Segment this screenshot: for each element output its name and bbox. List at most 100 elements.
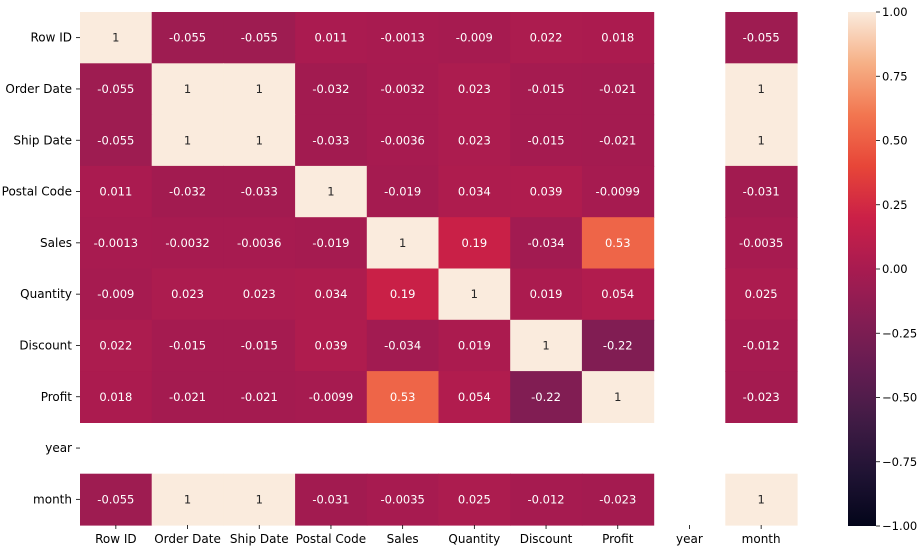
heatmap-cell bbox=[510, 268, 583, 321]
cell-annotation: -0.015 bbox=[528, 133, 565, 147]
cell-annotation: -0.032 bbox=[169, 185, 206, 199]
heatmap-cell bbox=[438, 371, 511, 423]
cell-annotation: -0.021 bbox=[599, 82, 636, 96]
x-tick-label: Quantity bbox=[448, 532, 500, 546]
heatmap-cell bbox=[581, 114, 655, 167]
heatmap-cell bbox=[151, 217, 224, 270]
cell-annotation: -0.055 bbox=[169, 31, 206, 45]
heatmap-cell bbox=[438, 12, 511, 64]
cell-annotation: 1 bbox=[112, 31, 119, 45]
cell-annotation: -0.012 bbox=[528, 492, 565, 506]
heatmap-cell bbox=[151, 63, 224, 116]
heatmap-cell bbox=[366, 268, 440, 321]
heatmap-cell bbox=[725, 319, 798, 372]
heatmap-cell bbox=[366, 63, 440, 116]
heatmap-cell bbox=[295, 165, 368, 218]
heatmap-cell bbox=[438, 114, 511, 167]
heatmap-cell bbox=[725, 12, 798, 64]
cell-annotation: 1 bbox=[256, 82, 263, 96]
heatmap-cell bbox=[295, 63, 368, 116]
colorbar-tick-label: 0.00 bbox=[882, 262, 908, 276]
cell-annotation: -0.009 bbox=[97, 287, 134, 301]
cell-annotation: 0.19 bbox=[462, 236, 488, 250]
cell-annotation: -0.22 bbox=[603, 338, 633, 352]
heatmap-cell bbox=[510, 319, 583, 372]
x-tick-label: Sales bbox=[387, 532, 419, 546]
colorbar-tick-label: 1.00 bbox=[882, 5, 908, 19]
heatmap-cell bbox=[438, 319, 511, 372]
y-tick-label: Sales bbox=[40, 236, 72, 250]
x-tick-label: Postal Code bbox=[296, 532, 366, 546]
heatmap-cell bbox=[295, 371, 368, 423]
heatmap-cell bbox=[151, 473, 224, 526]
cell-annotation: 1 bbox=[184, 492, 191, 506]
cell-annotation: -0.0032 bbox=[165, 236, 209, 250]
y-tick-label: Profit bbox=[41, 390, 73, 404]
y-tick-label: Postal Code bbox=[2, 185, 72, 199]
cell-annotation: -0.0036 bbox=[380, 133, 424, 147]
heatmap-cell bbox=[295, 12, 368, 64]
colorbar-tick-label: −0.50 bbox=[882, 391, 917, 405]
heatmap-cell bbox=[366, 165, 440, 218]
cell-annotation: -0.0099 bbox=[596, 185, 640, 199]
x-tick-label: Row ID bbox=[95, 532, 137, 546]
y-tick-label: Quantity bbox=[20, 287, 72, 301]
heatmap-cell bbox=[223, 217, 296, 270]
heatmap-cell bbox=[223, 165, 296, 218]
heatmap-cell bbox=[80, 473, 153, 526]
cell-annotation: 1 bbox=[757, 82, 764, 96]
cell-annotation: -0.0013 bbox=[380, 31, 424, 45]
colorbar: 1.00 0.75 0.50 0.25 0.00 −0.25 −0.50 −0.75 −1.00 bbox=[848, 5, 917, 533]
cell-annotation: -0.023 bbox=[743, 390, 780, 404]
cell-annotation: 1 bbox=[471, 287, 478, 301]
heatmap-cell bbox=[151, 371, 224, 423]
heatmap-cell bbox=[366, 12, 440, 64]
cell-annotation: 1 bbox=[757, 492, 764, 506]
heatmap-cell bbox=[295, 268, 368, 321]
cell-annotation: 1 bbox=[614, 390, 621, 404]
cell-annotation: -0.021 bbox=[241, 390, 278, 404]
cell-annotation: 0.022 bbox=[99, 338, 132, 352]
cell-annotation: 0.19 bbox=[390, 287, 416, 301]
cell-annotation: 0.034 bbox=[314, 287, 347, 301]
heatmap-cell bbox=[510, 473, 583, 526]
cell-annotation: -0.055 bbox=[97, 133, 134, 147]
heatmap-cells bbox=[80, 12, 798, 526]
heatmap-cell bbox=[80, 371, 153, 423]
heatmap-cell bbox=[725, 268, 798, 321]
y-tick-label: Row ID bbox=[30, 31, 72, 45]
heatmap-cell bbox=[581, 371, 655, 423]
y-axis: Row ID Order Date Ship Date Postal Code Sale… bbox=[2, 31, 80, 506]
cell-annotation: 0.023 bbox=[243, 287, 276, 301]
heatmap-cell bbox=[510, 217, 583, 270]
heatmap-cell bbox=[151, 319, 224, 372]
cell-annotation: -0.015 bbox=[169, 338, 206, 352]
heatmap-cell bbox=[581, 473, 655, 526]
cell-annotation: -0.0032 bbox=[380, 82, 424, 96]
cell-annotation: 0.023 bbox=[458, 133, 491, 147]
heatmap-cell bbox=[80, 63, 153, 116]
cell-annotation: -0.0099 bbox=[309, 390, 353, 404]
cell-annotation: 1 bbox=[184, 133, 191, 147]
heatmap-cell bbox=[581, 63, 655, 116]
heatmap-cell bbox=[366, 473, 440, 526]
cell-annotation: 1 bbox=[256, 492, 263, 506]
heatmap-cell bbox=[581, 268, 655, 321]
y-tick-label: Discount bbox=[19, 338, 72, 352]
cell-annotation: 1 bbox=[542, 338, 549, 352]
heatmap-cell bbox=[438, 217, 511, 270]
colorbar-tick-label: −0.75 bbox=[882, 455, 917, 469]
heatmap-cell bbox=[438, 268, 511, 321]
heatmap-cell bbox=[581, 319, 655, 372]
heatmap-cell bbox=[510, 165, 583, 218]
y-tick-label: year bbox=[45, 441, 72, 455]
heatmap-cell bbox=[725, 217, 798, 270]
cell-annotation: 1 bbox=[327, 185, 334, 199]
heatmap-cell bbox=[223, 319, 296, 372]
heatmap-cell bbox=[151, 268, 224, 321]
heatmap-cell bbox=[151, 12, 224, 64]
cell-annotation: 0.011 bbox=[99, 185, 132, 199]
heatmap-cell bbox=[295, 217, 368, 270]
cell-annotation: -0.031 bbox=[312, 492, 349, 506]
